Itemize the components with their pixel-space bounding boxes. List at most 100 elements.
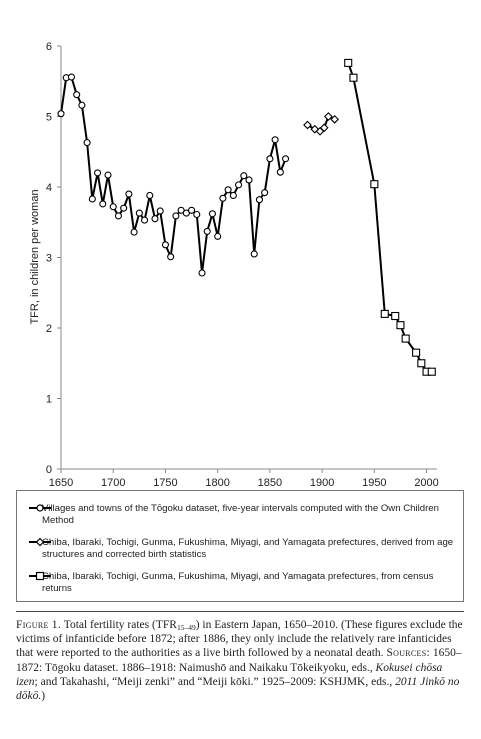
- sources-title-1: Kokusei chōsa izen: [16, 661, 443, 688]
- data-point-circle: [104, 171, 112, 179]
- legend-label: Chiba, Ibaraki, Tochigi, Gunma, Fukushim…: [42, 571, 434, 594]
- data-point-circle: [198, 269, 206, 277]
- data-point-circle: [94, 169, 102, 177]
- caption-divider: [16, 611, 464, 612]
- data-point-circle: [125, 190, 133, 198]
- x-tick-label: 1650: [49, 477, 73, 489]
- data-point-circle: [266, 155, 274, 163]
- series-age-structures: [303, 112, 340, 136]
- chart-axes: 0 1 2 3 4 5 6 1650 1700 1750 1800 1850 1900 1950 2000: [46, 41, 439, 489]
- legend-label: Villages and towns of the Tōgoku dataset…: [42, 503, 439, 526]
- data-point-circle: [83, 139, 91, 147]
- data-point-circle: [188, 206, 196, 214]
- data-point-circle: [235, 181, 243, 189]
- y-axis-label: TFR, in children per woman: [29, 189, 41, 324]
- x-tick-label: 1750: [153, 477, 177, 489]
- y-tick-label: 0: [46, 464, 52, 476]
- data-point-circle: [219, 194, 227, 202]
- data-point-circle: [114, 212, 122, 220]
- y-tick-label: 6: [46, 41, 52, 53]
- legend-item-togoku: Villages and towns of the Tōgoku dataset…: [29, 503, 454, 526]
- data-point-square: [349, 73, 358, 82]
- series-line: [347, 62, 432, 373]
- data-point-square: [370, 180, 379, 189]
- data-point-circle: [99, 200, 107, 208]
- data-point-circle: [245, 176, 253, 184]
- data-point-diamond: [330, 114, 340, 124]
- data-point-circle: [255, 196, 263, 204]
- data-point-circle: [73, 91, 81, 99]
- square-marker-icon: [29, 571, 51, 581]
- sources-end: ): [41, 690, 46, 703]
- data-point-circle: [271, 136, 279, 144]
- figure-caption: Figure 1. Total fertility rates (TFR15–4…: [16, 618, 464, 703]
- sources-label: Sources:: [386, 647, 430, 660]
- data-point-circle: [78, 101, 86, 109]
- data-point-circle: [203, 227, 211, 235]
- x-tick-label: 1950: [362, 477, 386, 489]
- data-point-square: [417, 359, 426, 368]
- data-point-circle: [182, 209, 190, 217]
- diamond-marker-icon: [29, 537, 51, 547]
- data-point-circle: [161, 241, 169, 249]
- data-point-square: [427, 367, 436, 376]
- data-point-circle: [67, 73, 75, 81]
- y-tick-label: 3: [46, 253, 52, 265]
- data-point-square: [401, 334, 410, 343]
- data-point-circle: [120, 204, 128, 212]
- series-togoku: [57, 73, 290, 277]
- sources-title-2: 2011 Jinkō no dōkō.: [16, 675, 460, 703]
- data-point-circle: [146, 191, 154, 200]
- data-point-square: [412, 348, 421, 357]
- figure-label: Figure 1.: [16, 619, 62, 631]
- data-point-circle: [282, 155, 290, 163]
- data-point-circle: [88, 195, 96, 203]
- data-point-circle: [261, 189, 269, 197]
- data-point-circle: [141, 216, 149, 224]
- data-point-circle: [240, 172, 248, 180]
- y-tick-label: 1: [46, 394, 52, 406]
- data-point-circle: [193, 210, 201, 219]
- data-point-circle: [130, 228, 138, 236]
- sources-text-2: ; and Takahashi, “Meiji zenki” and “Meij…: [34, 675, 393, 688]
- data-point-diamond: [319, 123, 329, 133]
- chart-series: [57, 58, 436, 376]
- data-point-circle: [214, 232, 222, 240]
- data-point-circle: [156, 207, 164, 215]
- series-census: [344, 58, 436, 376]
- sources-text-1: 1650–1872: Tōgoku dataset. 1886–1918: Na…: [16, 647, 462, 674]
- data-point-square: [391, 311, 400, 321]
- legend-item-census: Chiba, Ibaraki, Tochigi, Gunma, Fukushim…: [29, 571, 454, 594]
- data-point-circle: [57, 110, 65, 118]
- data-point-diamond: [324, 112, 333, 121]
- x-tick-label: 1800: [205, 477, 229, 489]
- data-point-diamond: [310, 124, 320, 134]
- chart-legend: Villages and towns of the Tōgoku dataset…: [16, 490, 464, 602]
- data-point-circle: [172, 212, 180, 220]
- series-line: [60, 76, 287, 274]
- data-point-circle: [224, 186, 232, 194]
- caption-title-pre: Total fertility rates (TFR: [63, 619, 177, 631]
- caption-title-sub: 15–49: [176, 623, 196, 632]
- data-point-square: [344, 58, 353, 67]
- x-tick-label: 2000: [414, 477, 438, 489]
- data-point-circle: [177, 206, 185, 214]
- data-point-circle: [276, 168, 284, 176]
- data-point-square: [380, 309, 389, 318]
- x-tick-label: 1850: [258, 477, 282, 489]
- y-tick-label: 5: [46, 112, 52, 124]
- data-point-diamond: [303, 120, 312, 130]
- data-point-circle: [250, 250, 258, 258]
- legend-item-age-structures: Chiba, Ibaraki, Tochigi, Gunma, Fukushim…: [29, 537, 454, 560]
- data-point-circle: [208, 210, 216, 218]
- data-point-circle: [229, 191, 237, 200]
- data-point-circle: [167, 253, 175, 261]
- x-tick-label: 1900: [310, 477, 334, 489]
- circle-marker-icon: [29, 504, 51, 512]
- y-tick-label: 2: [46, 323, 52, 335]
- caption-title-post: ) in Eastern Japan, 1650–2010. (These fi…: [16, 619, 463, 660]
- legend-label: Chiba, Ibaraki, Tochigi, Gunma, Fukushim…: [42, 537, 454, 560]
- data-point-square: [396, 321, 405, 330]
- data-point-circle: [109, 203, 117, 211]
